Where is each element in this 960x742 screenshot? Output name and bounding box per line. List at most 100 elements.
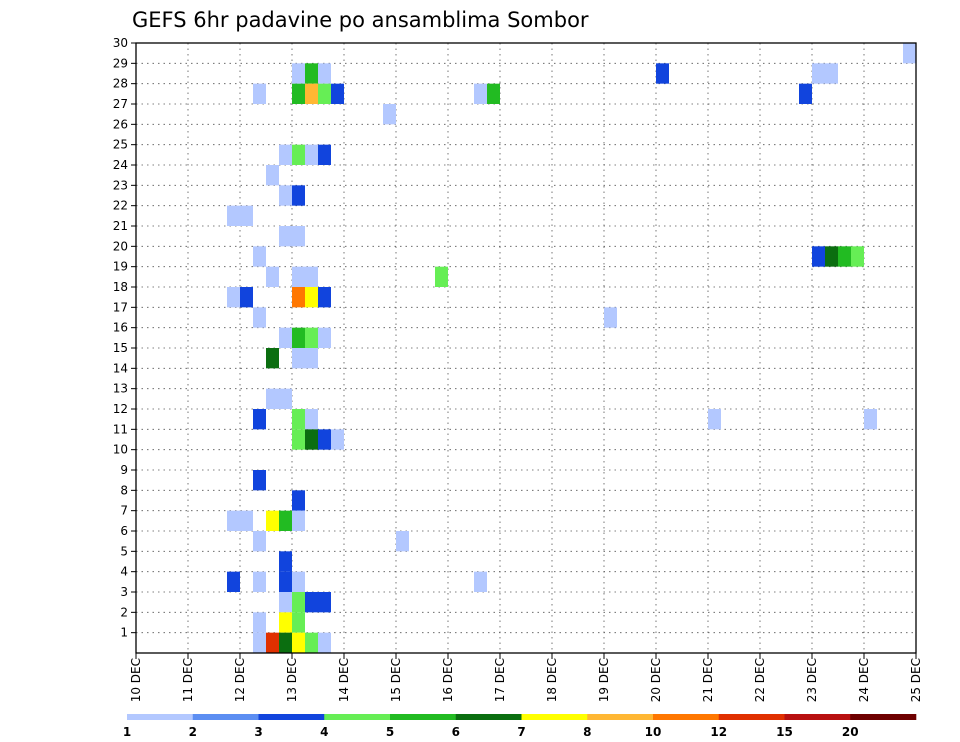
- colorbar-label: 5: [386, 725, 394, 739]
- precip-cell: [240, 205, 253, 226]
- colorbar-swatch: [718, 714, 785, 720]
- precip-cell: [474, 571, 487, 592]
- y-tick-label: 28: [113, 77, 128, 91]
- precip-cell: [305, 327, 318, 348]
- precip-cells: [227, 43, 916, 653]
- x-tick-label: 20 DEC: [649, 658, 663, 702]
- y-tick-label: 26: [113, 117, 128, 131]
- y-tick-label: 25: [113, 138, 128, 152]
- precip-cell: [838, 246, 851, 267]
- precip-cell: [279, 388, 292, 409]
- y-tick-label: 20: [113, 239, 128, 253]
- precip-cell: [305, 429, 318, 450]
- precip-cell: [799, 83, 812, 104]
- precip-cell: [253, 612, 266, 633]
- y-tick-label: 4: [120, 565, 128, 579]
- precip-cell: [708, 409, 721, 430]
- precip-cell: [279, 612, 292, 633]
- x-tick-label: 10 DEC: [129, 658, 143, 702]
- precip-cell: [292, 510, 305, 531]
- x-tick-label: 23 DEC: [805, 658, 819, 702]
- y-tick-label: 14: [113, 361, 128, 375]
- colorbar-label: 4: [320, 725, 328, 739]
- precip-cell: [305, 348, 318, 369]
- colorbar-swatch: [127, 714, 194, 720]
- colorbar-label: 7: [517, 725, 525, 739]
- precip-cell: [253, 531, 266, 552]
- precip-cell: [305, 266, 318, 287]
- x-tick-label: 15 DEC: [389, 658, 403, 702]
- precip-cell: [253, 246, 266, 267]
- y-tick-label: 2: [120, 605, 128, 619]
- y-tick-label: 21: [113, 219, 128, 233]
- precip-cell: [292, 287, 305, 308]
- colorbar-label: 10: [645, 725, 662, 739]
- colorbar-label: 15: [776, 725, 793, 739]
- colorbar-swatch: [324, 714, 391, 720]
- colorbar-label: 2: [189, 725, 197, 739]
- x-tick-label: 16 DEC: [441, 658, 455, 702]
- colorbar-label: 6: [452, 725, 460, 739]
- y-tick-label: 29: [113, 56, 128, 70]
- x-tick-label: 17 DEC: [493, 658, 507, 702]
- precip-cell: [227, 510, 240, 531]
- x-tick-label: 13 DEC: [285, 658, 299, 702]
- precip-cell: [292, 571, 305, 592]
- precip-cell: [292, 490, 305, 511]
- precip-cell: [292, 632, 305, 653]
- y-tick-label: 7: [120, 504, 128, 518]
- colorbar-label: 3: [254, 725, 262, 739]
- x-tick-label: 21 DEC: [701, 658, 715, 702]
- y-tick-label: 1: [120, 626, 128, 640]
- x-tick-label: 25 DEC: [909, 658, 923, 702]
- y-tick-label: 13: [113, 382, 128, 396]
- colorbar: 1 2 3 4 5 6 7 8 10 12 15 20: [123, 714, 917, 739]
- precip-cell: [825, 246, 838, 267]
- y-tick-label: 19: [113, 260, 128, 274]
- precip-cell: [292, 592, 305, 613]
- x-tick-label: 24 DEC: [857, 658, 871, 702]
- precip-cell: [812, 63, 825, 84]
- precip-cell: [487, 83, 500, 104]
- colorbar-swatch: [455, 714, 522, 720]
- y-tick-label: 8: [120, 483, 128, 497]
- y-axis-ticks: 1234567891011121314151617181920212223242…: [113, 36, 136, 640]
- precip-cell: [318, 632, 331, 653]
- x-tick-label: 14 DEC: [337, 658, 351, 702]
- colorbar-swatch: [850, 714, 917, 720]
- precip-cell: [279, 144, 292, 165]
- x-tick-label: 12 DEC: [233, 658, 247, 702]
- y-tick-label: 22: [113, 199, 128, 213]
- precip-cell: [292, 348, 305, 369]
- precip-cell: [435, 266, 448, 287]
- colorbar-swatch: [192, 714, 259, 720]
- precip-cell: [266, 266, 279, 287]
- precip-cell: [279, 632, 292, 653]
- precip-cell: [292, 63, 305, 84]
- precip-cell: [253, 83, 266, 104]
- precip-cell: [266, 165, 279, 186]
- y-tick-label: 27: [113, 97, 128, 111]
- colorbar-label: 20: [842, 725, 859, 739]
- y-tick-label: 30: [113, 36, 128, 50]
- y-tick-label: 18: [113, 280, 128, 294]
- y-tick-label: 24: [113, 158, 128, 172]
- precip-cell: [279, 571, 292, 592]
- precip-cell: [266, 632, 279, 653]
- precip-cell: [903, 43, 916, 64]
- precip-cell: [279, 327, 292, 348]
- colorbar-swatch: [390, 714, 457, 720]
- y-tick-label: 17: [113, 300, 128, 314]
- precip-cell: [292, 144, 305, 165]
- precip-cell: [331, 83, 344, 104]
- precip-cell: [383, 104, 396, 125]
- precip-cell: [305, 409, 318, 430]
- precip-cell: [305, 83, 318, 104]
- precip-cell: [292, 429, 305, 450]
- precip-cell: [305, 63, 318, 84]
- precip-cell: [253, 409, 266, 430]
- colorbar-label: 8: [583, 725, 591, 739]
- precip-cell: [864, 409, 877, 430]
- colorbar-swatch: [653, 714, 720, 720]
